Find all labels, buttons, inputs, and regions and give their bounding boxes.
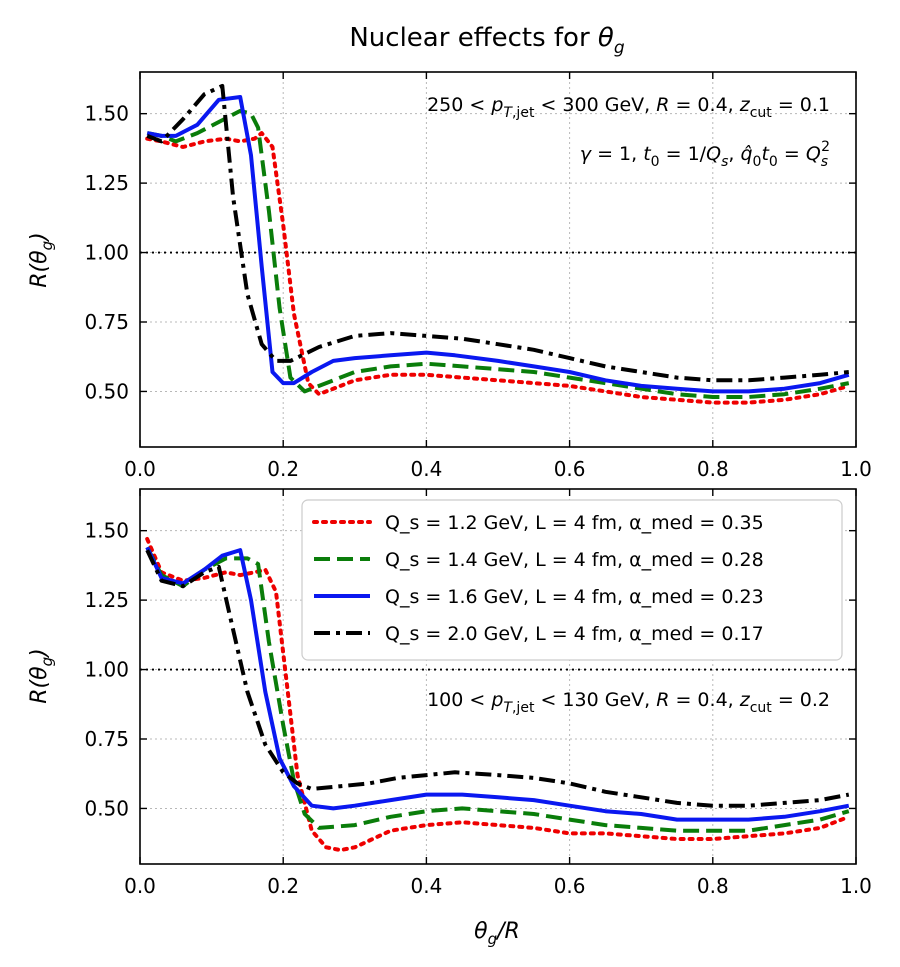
- y-tick-label: 1.50: [84, 102, 129, 126]
- legend-box: [301, 499, 843, 661]
- y-tick-label: 1.50: [84, 519, 129, 543]
- series-line-4: [146, 83, 849, 383]
- y-tick-label: 0.50: [84, 379, 129, 403]
- series-line-4: [145, 549, 850, 808]
- series-line-2: [145, 546, 850, 833]
- legend-label-3: Q_s = 1.6 GeV, L = 4 fm, α_med = 0.23: [385, 586, 764, 608]
- y-tick-label: 0.50: [84, 796, 129, 820]
- bottom-ticks: [139, 489, 857, 864]
- legend-label-4: Q_s = 2.0 GeV, L = 4 fm, α_med = 0.17: [385, 623, 764, 645]
- series-line-2: [146, 108, 850, 399]
- series-line-1: [145, 537, 851, 853]
- top-annotation-kinematics: 250 < pT,jet < 300 GeV, R = 0.4, zcut = …: [427, 94, 830, 121]
- y-tick-label: 0.75: [84, 310, 129, 334]
- top-series-group: [145, 83, 851, 405]
- bottom-y-tick-labels: 0.50 0.75 1.00 1.25 1.50: [84, 519, 129, 821]
- bottom-series-group: [145, 537, 851, 853]
- x-tick-label: 1.0: [840, 457, 872, 481]
- series-line-3: [146, 95, 850, 394]
- y-tick-label: 1.25: [84, 171, 129, 195]
- x-tick-label: 0.6: [554, 457, 586, 481]
- top-ticks: [139, 72, 857, 447]
- figure-title: Nuclear effects for θg: [349, 23, 624, 58]
- y-tick-label: 1.00: [84, 658, 129, 682]
- x-tick-label: 0.0: [124, 874, 156, 898]
- series-line-3: [145, 546, 850, 822]
- legend: Q_s = 1.2 GeV, L = 4 fm, α_med = 0.35 Q_s…: [301, 499, 843, 661]
- x-tick-label: 0.4: [410, 457, 442, 481]
- top-plot-frame: [139, 71, 857, 448]
- x-tick-label: 0.2: [267, 457, 299, 481]
- series-line-1: [145, 131, 851, 405]
- legend-entries: Q_s = 1.2 GeV, L = 4 fm, α_med = 0.35 Q_s…: [312, 512, 764, 645]
- top-x-tick-labels: 0.0 0.2 0.4 0.6 0.8 1.0: [124, 457, 872, 481]
- x-tick-label: 1.0: [840, 874, 872, 898]
- legend-label-2: Q_s = 1.4 GeV, L = 4 fm, α_med = 0.28: [385, 549, 764, 571]
- top-panel: 0.500.751.001.251.50 0.0 0.2 0.4 0.6 0.8 1.0 …: [27, 71, 872, 481]
- bottom-panel: 0.500.751.001.251.50 0.0 0.2 0.4 0.6 0.8 1.0 …: [27, 488, 872, 948]
- bottom-y-axis-label: R(θg): [27, 648, 56, 703]
- y-tick-label: 1.00: [84, 241, 129, 265]
- top-y-tick-labels: 0.50 0.75 1.00 1.25 1.50: [84, 102, 129, 404]
- top-annotation-parameters: γ = 1, t0 = 1/Qs, q̂0t0 = Qs2: [580, 139, 830, 170]
- y-tick-label: 1.25: [84, 588, 129, 612]
- x-tick-label: 0.6: [554, 874, 586, 898]
- top-y-axis-label: R(θg): [27, 232, 56, 287]
- x-tick-label: 0.8: [697, 457, 729, 481]
- bottom-x-tick-labels: 0.0 0.2 0.4 0.6 0.8 1.0: [124, 874, 872, 898]
- bottom-plot-frame: [139, 488, 857, 865]
- x-tick-label: 0.4: [410, 874, 442, 898]
- x-tick-label: 0.0: [124, 457, 156, 481]
- y-tick-label: 0.75: [84, 727, 129, 751]
- x-axis-label: θg/R: [474, 919, 520, 948]
- bottom-annotation-kinematics: 100 < pT,jet < 130 GeV, R = 0.4, zcut = …: [427, 689, 830, 716]
- legend-label-1: Q_s = 1.2 GeV, L = 4 fm, α_med = 0.35: [385, 512, 764, 534]
- x-tick-label: 0.8: [697, 874, 729, 898]
- x-tick-label: 0.2: [267, 874, 299, 898]
